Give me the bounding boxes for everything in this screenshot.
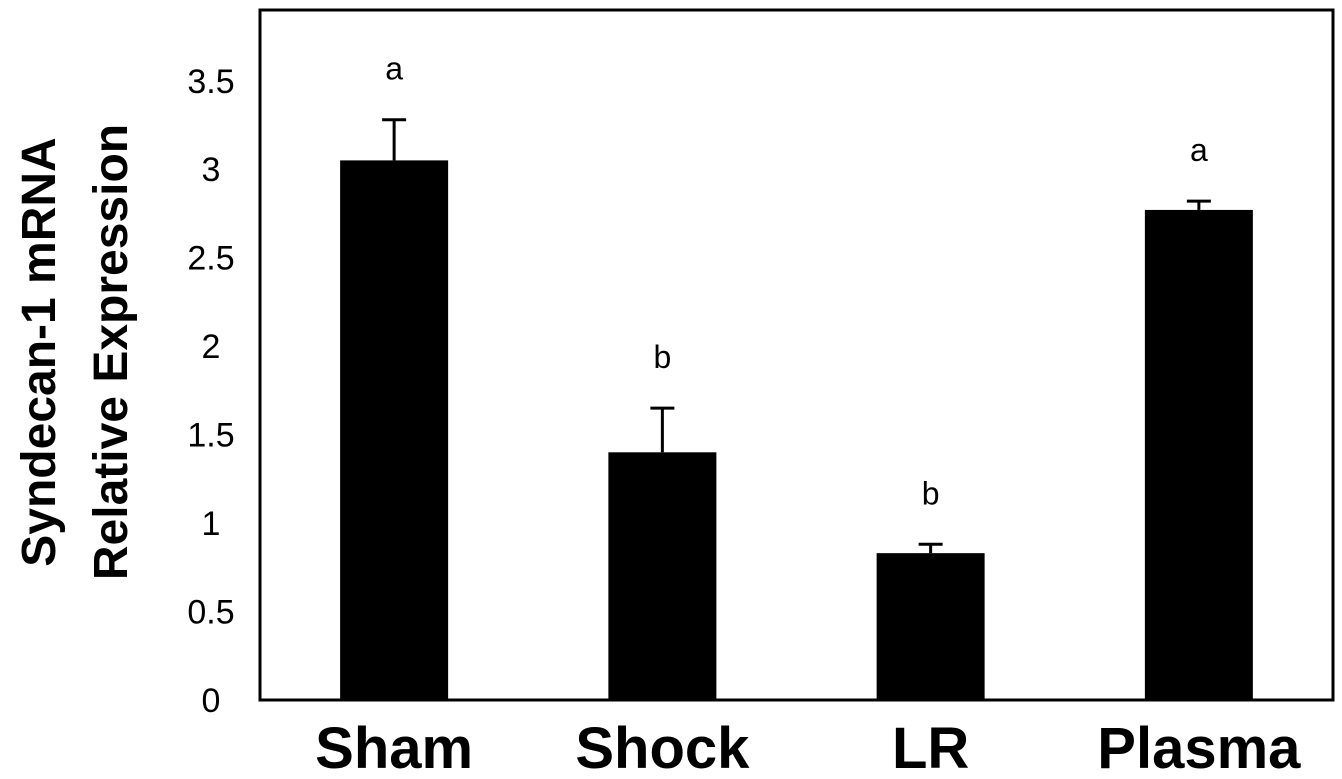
bars — [340, 160, 1253, 700]
y-tick-label: 0 — [202, 682, 221, 720]
significance-labels: a b b a — [385, 51, 1208, 512]
significance-label: a — [1190, 132, 1208, 168]
bar-shock — [608, 452, 717, 700]
x-category-label: Shock — [575, 716, 750, 779]
error-bars — [382, 118, 1211, 554]
y-tick-label: 1.5 — [187, 417, 234, 455]
bar-sham — [340, 160, 449, 700]
significance-label: b — [922, 475, 940, 511]
x-category-label: Plasma — [1097, 716, 1301, 779]
x-category-label: Sham — [315, 716, 473, 779]
significance-label: b — [653, 339, 671, 375]
y-tick-label: 3.5 — [187, 63, 234, 101]
plot-frame — [258, 8, 1335, 702]
y-tick-label: 2 — [202, 328, 221, 366]
bar-lr — [876, 553, 985, 700]
x-category-labels: Sham Shock LR Plasma — [315, 716, 1301, 779]
significance-label: a — [385, 51, 403, 87]
y-tick-labels: 0 0.5 1 1.5 2 2.5 3 3.5 — [187, 63, 234, 720]
y-axis-label-line-1: Syndecan-1 mRNA — [13, 137, 66, 566]
y-axis-label: Syndecan-1 mRNA Relative Expression — [13, 124, 138, 580]
bar-plasma — [1144, 209, 1253, 700]
y-tick-label: 3 — [202, 151, 221, 189]
x-category-label: LR — [892, 716, 969, 779]
y-tick-label: 2.5 — [187, 240, 234, 278]
y-axis-label-line-2: Relative Expression — [85, 124, 138, 580]
y-tick-label: 1 — [202, 505, 221, 543]
y-tick-label: 0.5 — [187, 594, 234, 632]
